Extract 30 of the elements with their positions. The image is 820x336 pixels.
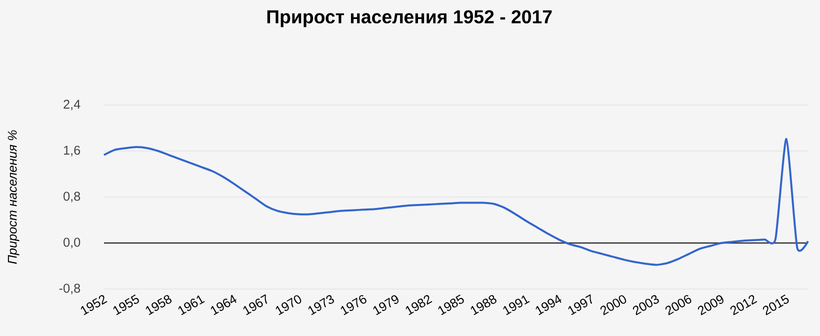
x-tick-label: 1955 bbox=[113, 294, 139, 316]
y-tick-label: -0,8 bbox=[59, 284, 80, 294]
x-tick-label: 1970 bbox=[276, 295, 302, 316]
line-series bbox=[103, 138, 809, 266]
chart-title: Прирост населения 1952 - 2017 bbox=[267, 10, 552, 28]
x-tick-label: 2009 bbox=[698, 295, 724, 316]
x-tick-label: 1967 bbox=[243, 294, 268, 316]
y-tick-label: 2,4 bbox=[64, 100, 80, 110]
x-tick-label: 2000 bbox=[600, 295, 626, 316]
x-tick-label: 1964 bbox=[210, 294, 236, 316]
x-tick-label: 1973 bbox=[308, 295, 334, 316]
x-tick-label: 1976 bbox=[340, 295, 366, 316]
x-tick-label: 1958 bbox=[146, 295, 172, 316]
y-axis-title: Прирост населения % bbox=[8, 130, 20, 264]
y-tick-label: 0,0 bbox=[64, 238, 80, 248]
x-tick-label: 2012 bbox=[730, 295, 758, 316]
x-tick-label: 1994 bbox=[536, 294, 562, 316]
x-tick-label: 1997 bbox=[568, 294, 592, 316]
y-tick-label: 1,6 bbox=[64, 146, 80, 156]
x-tick-label: 1979 bbox=[373, 295, 399, 316]
x-tick-label: 1952 bbox=[80, 295, 108, 316]
x-tick-label: 1982 bbox=[406, 295, 432, 316]
x-tick-label: 2003 bbox=[632, 295, 659, 316]
x-tick-label: 2015 bbox=[762, 294, 789, 316]
x-tick-label: 2006 bbox=[665, 295, 692, 316]
x-tick-label: 1988 bbox=[470, 295, 496, 316]
x-tick-label: 1985 bbox=[438, 294, 464, 316]
y-tick-label: 0,8 bbox=[64, 192, 80, 202]
x-tick-label: 1991 bbox=[503, 295, 530, 316]
x-tick-label: 1961 bbox=[178, 295, 205, 316]
